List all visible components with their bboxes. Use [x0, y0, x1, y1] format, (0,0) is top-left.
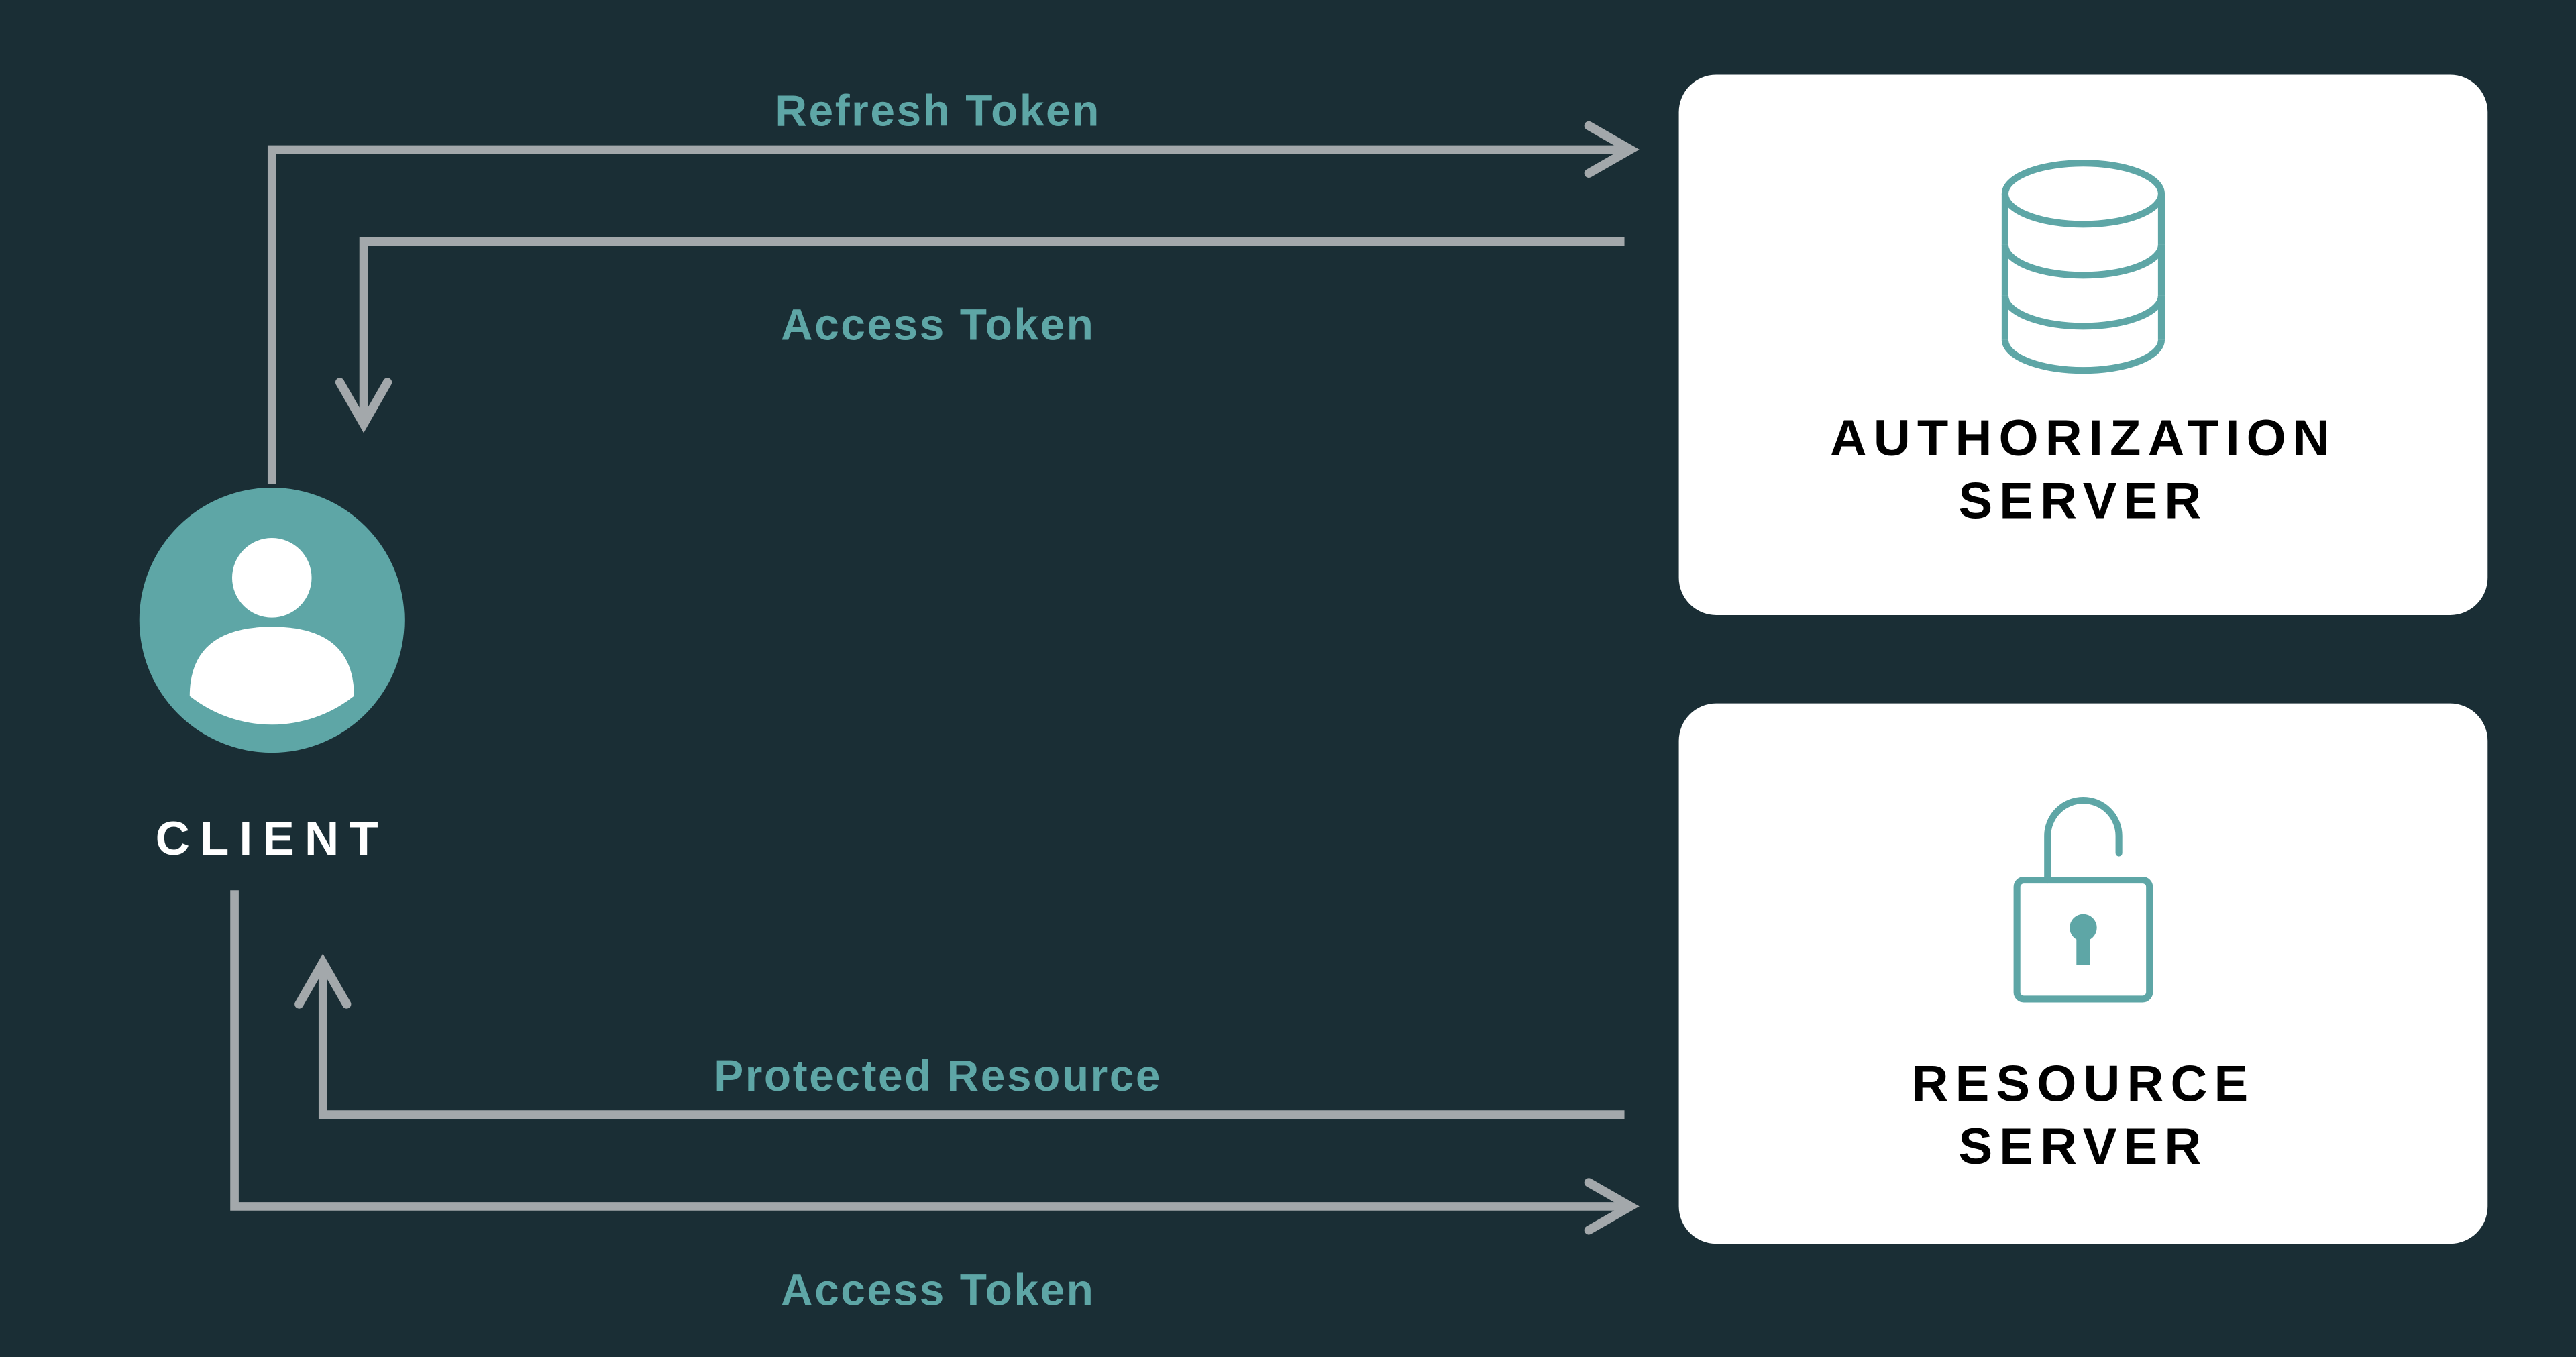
- flow-label-access-token-return: Access Token: [781, 299, 1095, 352]
- card-title-line: RESOURCE: [1912, 1056, 2255, 1112]
- user-icon: [232, 538, 312, 618]
- database-icon: [1981, 156, 2185, 376]
- card-title-line: AUTHORIZATION: [1830, 411, 2337, 467]
- authorization-server-card: AUTHORIZATION SERVER: [1679, 74, 2488, 614]
- card-title-line: SERVER: [1958, 474, 2208, 531]
- flow-arrow-access-token-send: [235, 890, 1625, 1206]
- flow-label-refresh-token: Refresh Token: [775, 85, 1101, 138]
- flow-label-access-token-send: Access Token: [781, 1264, 1095, 1317]
- authorization-server-title: AUTHORIZATION SERVER: [1830, 407, 2337, 535]
- client-avatar-circle: [140, 488, 405, 753]
- lock-icon: [1990, 767, 2177, 1022]
- client-label: CLIENT: [136, 812, 408, 867]
- flow-label-protected-resource: Protected Resource: [714, 1050, 1162, 1103]
- user-icon-body: [190, 627, 354, 724]
- resource-server-title: RESOURCE SERVER: [1912, 1052, 2255, 1180]
- resource-server-card: RESOURCE SERVER: [1679, 704, 2488, 1244]
- card-title-line: SERVER: [1958, 1120, 2208, 1176]
